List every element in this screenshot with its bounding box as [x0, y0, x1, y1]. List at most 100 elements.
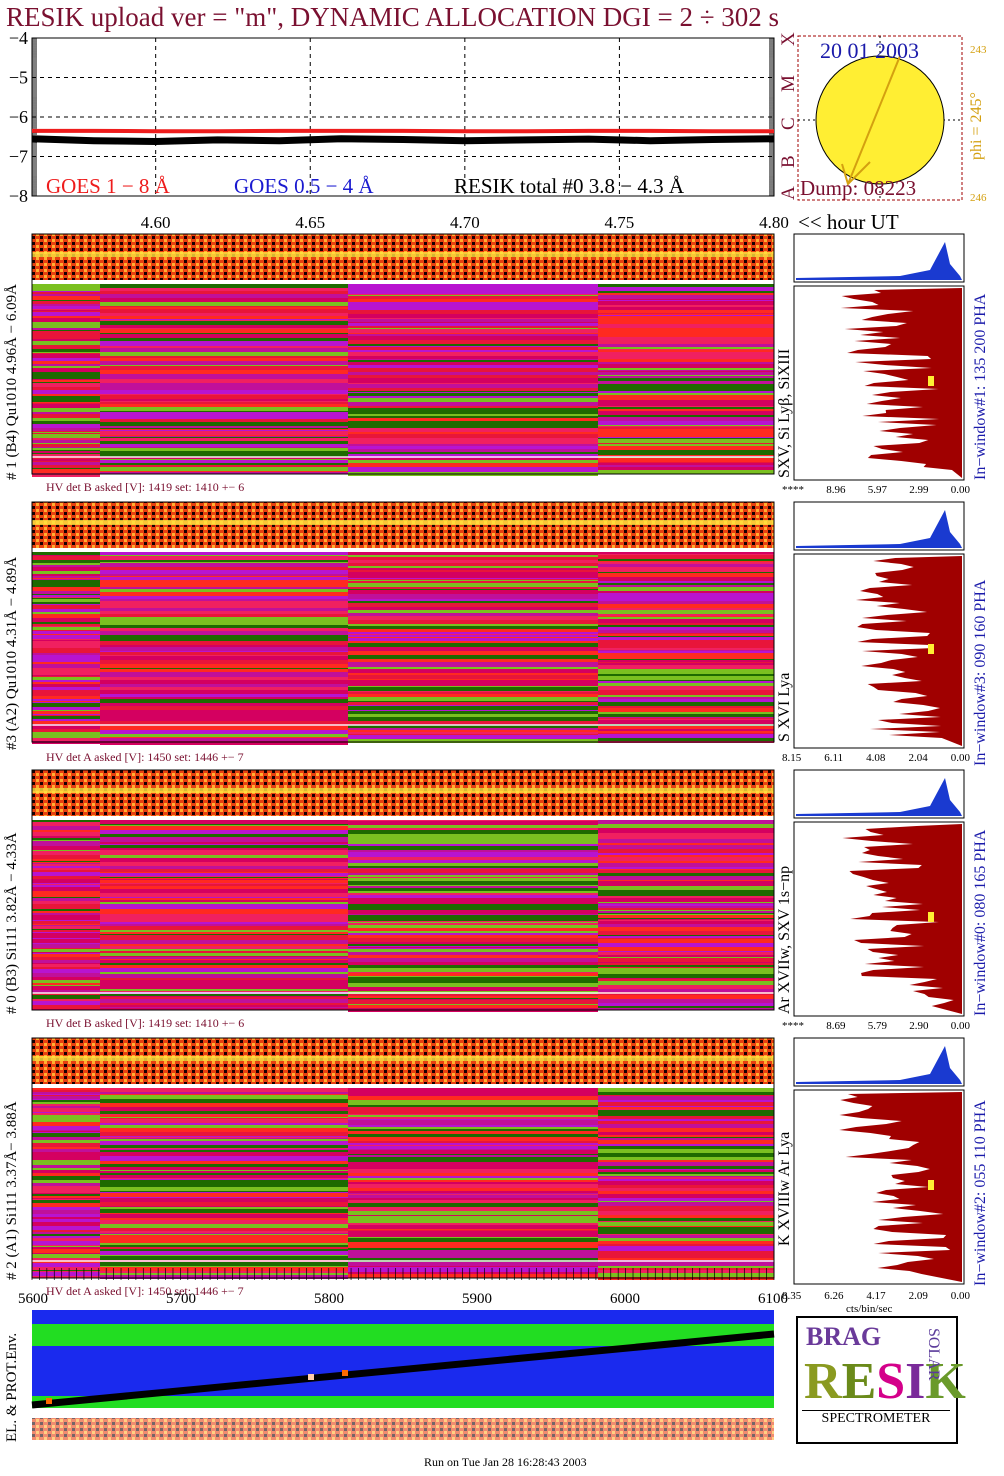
spectrogram-band: [598, 714, 774, 717]
spectrogram-band: [598, 648, 774, 650]
spectrogram-frame: [31, 233, 775, 475]
spectrogram-band: [348, 616, 598, 620]
spectrogram-band: [100, 1213, 348, 1214]
spectrogram-band: [348, 998, 598, 999]
goes-xtick-label: 4.60: [141, 213, 171, 230]
spectrogram-band: [100, 1149, 348, 1150]
spectrogram-band: [100, 599, 348, 601]
spectrogram-band: [32, 1162, 100, 1165]
spectrogram-band: [348, 1267, 598, 1268]
spectrogram-band: [32, 1247, 100, 1249]
spectrogram-band: [348, 868, 598, 869]
spectrogram-band: [32, 390, 100, 394]
spectrogram-band: [100, 1193, 348, 1197]
spectrogram-band: [348, 651, 598, 655]
mini-hist: [796, 510, 962, 548]
spectrogram-band: [598, 1106, 774, 1107]
spectrogram-band: [32, 597, 100, 598]
spectrogram-band: [100, 1164, 348, 1167]
window-1-label: In−window#1: 135 200 PHA: [972, 293, 989, 480]
spectrogram-band: [32, 444, 100, 447]
spectrogram-band: [598, 378, 774, 381]
spectrogram-band: [100, 338, 348, 341]
spectrogram-band: [348, 987, 598, 991]
spectrogram-band: [598, 1172, 774, 1174]
spectrogram-band: [32, 988, 100, 990]
spectrogram-band: [32, 451, 100, 453]
spectrogram-band: [32, 428, 100, 431]
spectrogram-band: [32, 348, 100, 349]
spectrogram-band: [598, 303, 774, 305]
spectrogram-band: [348, 844, 598, 846]
spectrogram-band: [32, 1100, 100, 1102]
spectrogram-band: [32, 714, 100, 715]
spectrogram-band: [598, 1228, 774, 1231]
spectrogram-bright-line: [32, 788, 774, 793]
spectrogram-band: [32, 930, 100, 932]
spectrogram-band: [598, 880, 774, 881]
spectrogram-band: [32, 306, 100, 309]
environment-panel: [31, 1310, 775, 1440]
spectrogram-band: [32, 468, 100, 469]
spectrogram-band: [32, 908, 100, 909]
spectrogram-band: [598, 393, 774, 395]
spectrogram-band: [100, 680, 348, 684]
spectrogram-band: [348, 1216, 598, 1219]
spectrogram-band: [348, 1139, 598, 1141]
spectrogram-band: [100, 608, 348, 610]
spectrogram-band: [100, 402, 348, 404]
spectrogram-band: [100, 710, 348, 714]
detector-0-lines: Ar XVIIw, SXV 1s−np: [776, 865, 793, 1014]
spectrogram-band: [598, 381, 774, 384]
spectrogram-band: [348, 876, 598, 877]
spectrogram-band: [598, 337, 774, 340]
spectrogram-band: [32, 711, 100, 714]
spectrum-profile: [839, 1092, 962, 1282]
spectrogram-band: [100, 302, 348, 306]
spectrogram-band: [348, 629, 598, 632]
spectrogram-band: [32, 935, 100, 938]
spectrogram-band: [348, 885, 598, 886]
spectrogram-band: [100, 1145, 348, 1148]
spectrogram-band: [32, 462, 100, 465]
spectrogram-band: [598, 965, 774, 967]
spectrogram-band: [100, 415, 348, 419]
spectrogram-band: [598, 708, 774, 712]
spectrogram-band: [100, 645, 348, 647]
spectrogram-band: [598, 967, 774, 968]
spectrogram-band: [598, 820, 774, 824]
spectrogram-band: [598, 692, 774, 694]
spectrogram-band: [598, 433, 774, 437]
spectrogram-band: [348, 324, 598, 326]
spectrogram-band: [598, 938, 774, 939]
spectrogram-band: [348, 1215, 598, 1216]
spectrogram-band: [32, 909, 100, 911]
spectrogram-band: [100, 352, 348, 355]
spectrogram-band: [348, 853, 598, 857]
spectrogram-band: [32, 1258, 100, 1261]
spectrogram-band: [348, 1268, 598, 1272]
spectrogram-band: [100, 435, 348, 436]
spectrogram-band: [32, 831, 100, 832]
spectrogram-band: [32, 583, 100, 587]
goes-ytick-label: −7: [9, 147, 28, 167]
spectrogram-band: [348, 860, 598, 863]
spectrogram-band: [100, 1150, 348, 1152]
spectrogram-band: [32, 1253, 100, 1254]
spectrogram-band: [32, 447, 100, 448]
spectrogram-band: [100, 999, 348, 1003]
spectrogram-band: [32, 454, 100, 457]
spectrogram-band: [598, 371, 774, 372]
spectrogram-band: [32, 1272, 100, 1276]
spectrogram-band: [348, 1178, 598, 1180]
spectrogram-band: [598, 458, 774, 462]
spectrogram-band: [598, 291, 774, 293]
spectrogram-band: [598, 910, 774, 911]
spectrogram-band: [32, 443, 100, 444]
spectrogram-band: [348, 560, 598, 563]
bottom-tick-5700: 5700: [166, 1291, 196, 1307]
spectrogram-band: [598, 437, 774, 438]
spectrogram-band: [100, 463, 348, 465]
spectrogram-band: [32, 555, 100, 556]
spectrogram-band: [598, 665, 774, 666]
